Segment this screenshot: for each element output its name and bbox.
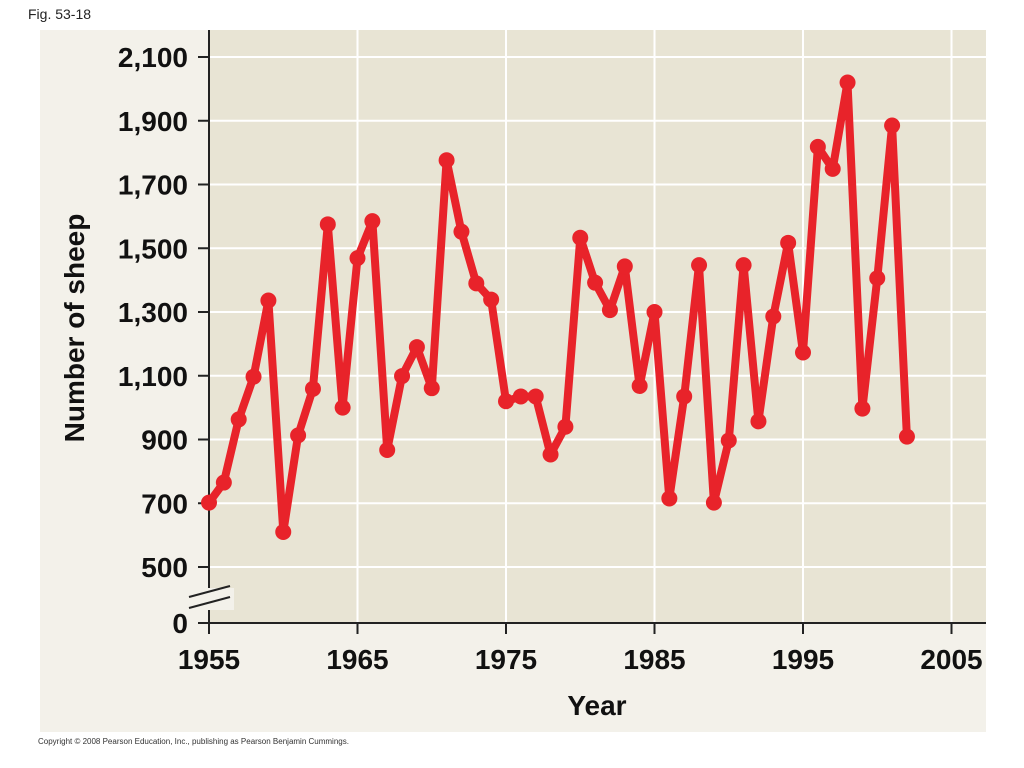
data-point — [364, 213, 381, 230]
y-axis-label: Number of sheep — [59, 214, 90, 443]
y-tick-label: 2,100 — [118, 42, 188, 73]
data-point — [245, 368, 262, 385]
data-point — [438, 152, 455, 169]
series-line-sheep — [205, 78, 911, 536]
y-tick-label: 0 — [172, 608, 188, 639]
data-point — [646, 304, 663, 320]
data-point — [215, 474, 232, 491]
data-point — [304, 380, 321, 397]
data-point — [542, 446, 559, 463]
data-point — [408, 339, 425, 356]
data-point — [661, 490, 678, 507]
y-tick-label: 1,300 — [118, 297, 188, 328]
x-tick-label: 1955 — [178, 644, 240, 675]
copyright-notice: Copyright © 2008 Pearson Education, Inc.… — [38, 737, 349, 746]
data-point — [201, 494, 217, 511]
data-point — [557, 418, 574, 435]
data-point — [572, 229, 589, 246]
data-point — [379, 442, 396, 459]
data-point — [527, 388, 544, 405]
y-tick-label: 1,500 — [118, 233, 188, 264]
data-point — [334, 399, 351, 416]
figure-label: Fig. 53-18 — [28, 6, 92, 22]
data-point — [795, 344, 811, 361]
axis-break-mark — [186, 585, 234, 610]
x-tick-label: 1965 — [326, 644, 388, 675]
data-point — [839, 74, 856, 91]
data-point — [290, 427, 307, 444]
x-tick-label: 1995 — [772, 644, 834, 675]
x-axis-label: Year — [567, 690, 626, 721]
data-point — [735, 257, 752, 274]
data-point — [498, 393, 514, 410]
data-point — [780, 234, 797, 251]
data-point — [423, 380, 440, 397]
data-point — [854, 400, 871, 417]
y-tick-label: 700 — [141, 488, 188, 519]
data-point — [809, 138, 826, 155]
data-point — [676, 388, 693, 405]
y-tick-label: 900 — [141, 425, 188, 456]
x-tick-label: 1975 — [475, 644, 537, 675]
data-point — [869, 270, 886, 287]
data-point — [691, 257, 708, 274]
data-point — [631, 377, 648, 394]
data-point — [720, 432, 737, 449]
x-tick-label: 1985 — [623, 644, 685, 675]
data-point — [884, 117, 901, 134]
x-axis-ticks: 1955 1965 1975 1985 1995 2005 — [178, 623, 983, 675]
y-tick-label: 1,700 — [118, 170, 188, 201]
data-point — [750, 413, 767, 430]
data-point — [601, 302, 618, 319]
y-tick-label: 1,100 — [118, 361, 188, 392]
data-point — [260, 292, 277, 309]
axes — [186, 30, 986, 624]
data-point — [765, 308, 782, 325]
y-tick-label: 500 — [141, 552, 188, 583]
data-point — [705, 494, 722, 511]
data-point — [587, 274, 604, 291]
data-point — [483, 291, 500, 308]
data-point — [616, 258, 633, 275]
data-point — [453, 223, 470, 240]
data-point — [824, 160, 841, 177]
x-tick-label: 2005 — [920, 644, 982, 675]
data-point — [275, 523, 292, 540]
data-point — [468, 275, 485, 292]
data-point — [394, 368, 411, 385]
y-tick-label: 1,900 — [118, 106, 188, 137]
data-point — [230, 411, 247, 428]
data-point — [898, 428, 915, 445]
data-point — [512, 388, 529, 405]
data-point — [349, 250, 366, 267]
y-axis-ticks: 0 500 700 900 1,100 1,300 1,500 1,700 1,900 2,100 — [118, 42, 209, 639]
data-points — [201, 74, 915, 540]
data-point — [319, 216, 336, 233]
